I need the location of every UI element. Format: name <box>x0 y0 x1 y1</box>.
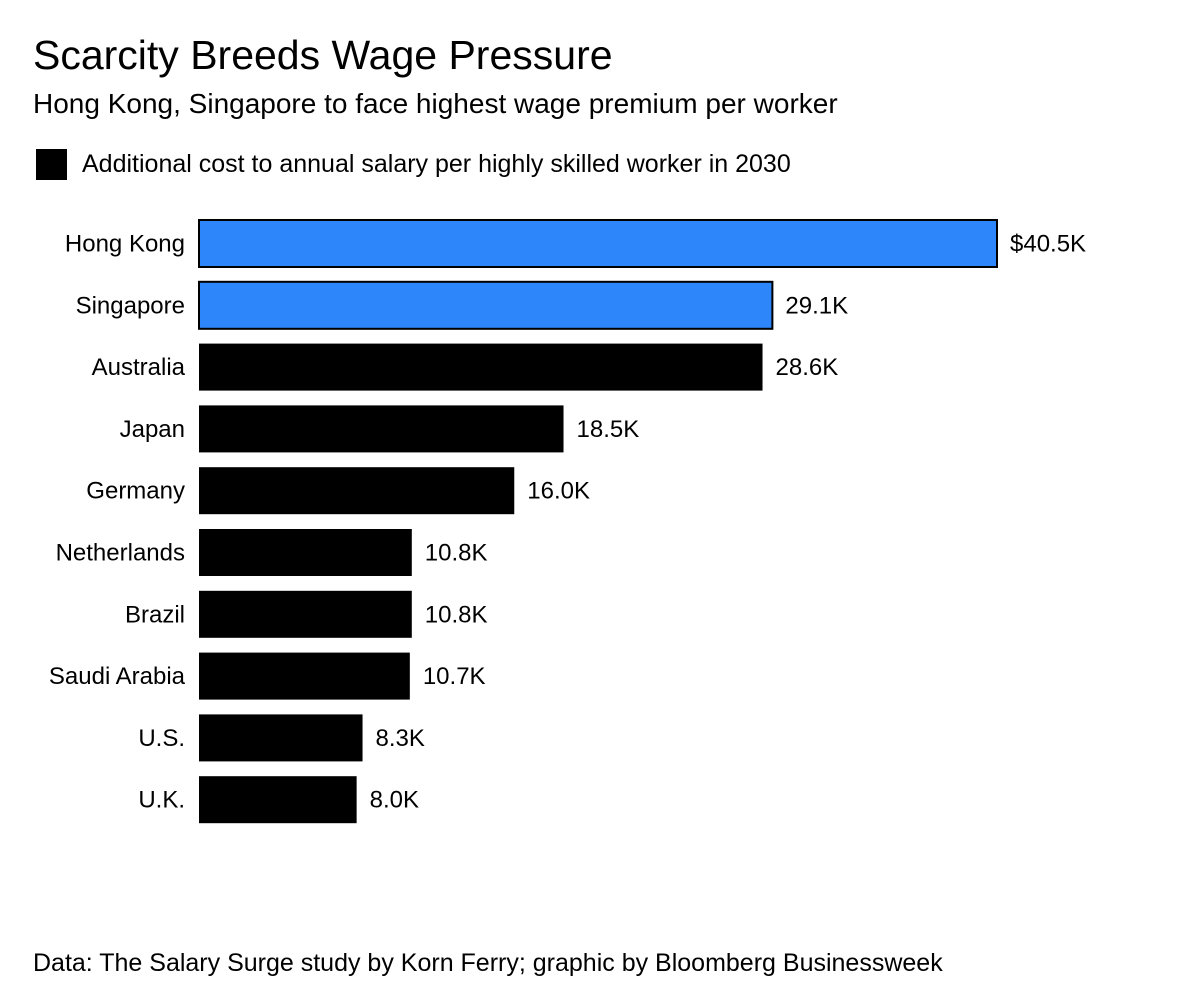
category-label-u-s: U.S. <box>138 725 185 752</box>
bar-hong-kong <box>198 219 998 268</box>
bar-japan <box>199 405 564 453</box>
value-label-hong-kong: $40.5K <box>1010 231 1086 258</box>
legend-swatch <box>36 148 67 180</box>
category-label-u-k: U.K. <box>138 787 185 814</box>
legend: Additional cost to annual salary per hig… <box>36 148 791 180</box>
bar-netherlands <box>199 529 412 576</box>
category-label-saudi-arabia: Saudi Arabia <box>49 663 186 690</box>
bar-u-s <box>199 714 363 762</box>
source-note: Data: The Salary Surge study by Korn Fer… <box>33 949 943 977</box>
legend-label: Additional cost to annual salary per hig… <box>82 150 791 178</box>
bar-australia <box>199 343 763 391</box>
value-label-australia: 28.6K <box>776 354 839 381</box>
bar-brazil <box>199 590 412 638</box>
category-label-japan: Japan <box>120 416 185 443</box>
value-label-germany: 16.0K <box>527 478 590 505</box>
category-label-germany: Germany <box>86 478 185 505</box>
value-label-japan: 18.5K <box>577 416 640 443</box>
value-label-u-s: 8.3K <box>376 725 425 752</box>
bar-u-k <box>199 776 357 824</box>
bar-saudi-arabia <box>199 652 410 700</box>
bar-singapore <box>198 280 774 330</box>
value-label-saudi-arabia: 10.7K <box>423 663 486 690</box>
value-label-brazil: 10.8K <box>425 601 488 628</box>
category-label-singapore: Singapore <box>76 292 185 319</box>
category-label-netherlands: Netherlands <box>56 540 185 567</box>
chart-subtitle: Hong Kong, Singapore to face highest wag… <box>33 88 838 119</box>
category-label-brazil: Brazil <box>125 601 185 628</box>
value-label-netherlands: 10.8K <box>425 540 488 567</box>
chart-title: Scarcity Breeds Wage Pressure <box>33 32 613 78</box>
bar-germany <box>199 467 515 515</box>
category-label-australia: Australia <box>92 354 186 381</box>
value-label-u-k: 8.0K <box>370 787 419 814</box>
value-label-singapore: 29.1K <box>785 292 848 319</box>
category-label-hong-kong: Hong Kong <box>65 231 185 258</box>
